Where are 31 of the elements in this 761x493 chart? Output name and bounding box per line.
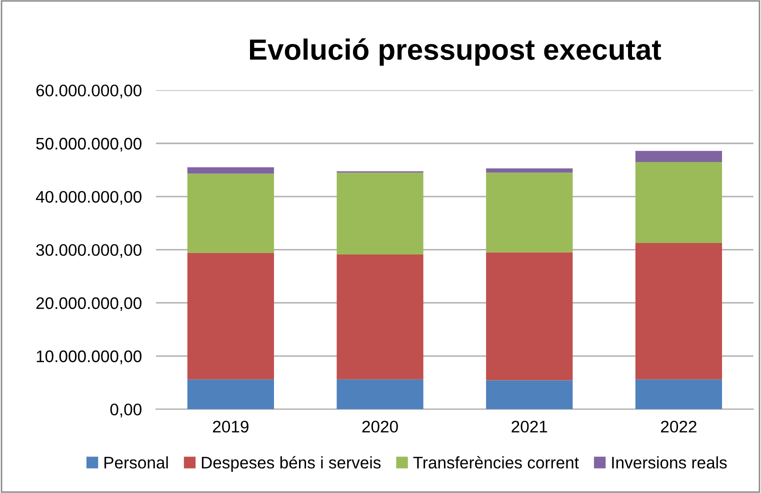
legend-label: Inversions reals <box>612 456 727 469</box>
y-tick-label: 60.000.000,00 <box>36 84 142 98</box>
bar <box>187 379 274 410</box>
y-tick-label: 30.000.000,00 <box>36 244 142 258</box>
bar <box>187 252 274 380</box>
bar <box>187 174 274 253</box>
x-tick-label: 2020 <box>362 420 398 433</box>
bar <box>486 380 573 410</box>
x-tick-label: 2022 <box>661 420 696 433</box>
y-tick-label: 10.000.000,00 <box>36 350 142 364</box>
y-tick-label: 0,00 <box>110 404 142 418</box>
bar <box>635 243 722 380</box>
chart-title: Evolució pressupost executat <box>250 38 662 66</box>
y-tick-label: 50.000.000,00 <box>36 138 142 152</box>
legend-label: Despeses béns i serveis <box>202 456 381 472</box>
bar <box>635 150 722 162</box>
y-tick-label: 20.000.000,00 <box>36 297 142 312</box>
bar <box>486 172 573 252</box>
bar <box>336 379 424 410</box>
bar <box>486 252 573 380</box>
legend-label: Personal <box>104 456 168 469</box>
bar <box>635 162 722 244</box>
legend-label: Transferències corrent <box>413 456 579 469</box>
bar <box>336 172 424 254</box>
bar <box>635 379 722 410</box>
bar <box>336 254 424 380</box>
x-tick-label: 2021 <box>512 420 548 433</box>
bar <box>486 168 573 173</box>
x-tick-label: 2019 <box>212 420 248 433</box>
y-tick-label: 40.000.000,00 <box>36 190 142 205</box>
bar <box>187 167 274 174</box>
